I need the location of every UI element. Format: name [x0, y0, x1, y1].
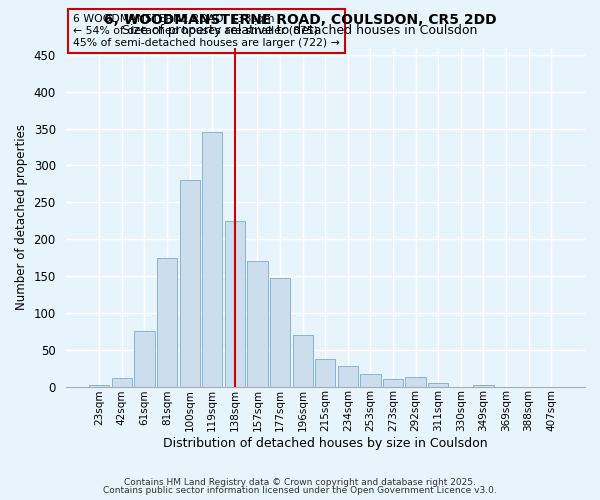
Bar — [89, 385, 109, 386]
Bar — [202, 132, 223, 386]
Text: Contains public sector information licensed under the Open Government Licence v3: Contains public sector information licen… — [103, 486, 497, 495]
Bar — [383, 379, 403, 386]
Text: 6 WOODMANSTERNE ROAD: 138sqm
← 54% of detached houses are smaller (875)
45% of s: 6 WOODMANSTERNE ROAD: 138sqm ← 54% of de… — [73, 14, 340, 48]
Bar — [360, 374, 380, 386]
Bar — [406, 377, 426, 386]
Text: Contains HM Land Registry data © Crown copyright and database right 2025.: Contains HM Land Registry data © Crown c… — [124, 478, 476, 487]
Bar — [315, 360, 335, 386]
Bar — [247, 261, 268, 386]
Y-axis label: Number of detached properties: Number of detached properties — [15, 124, 28, 310]
Bar — [293, 335, 313, 386]
Bar — [112, 378, 132, 386]
Bar — [157, 258, 177, 386]
Bar — [134, 332, 155, 386]
Bar — [270, 278, 290, 386]
Text: 6, WOODMANSTERNE ROAD, COULSDON, CR5 2DD: 6, WOODMANSTERNE ROAD, COULSDON, CR5 2DD — [104, 12, 496, 26]
Bar — [338, 366, 358, 386]
Bar — [179, 180, 200, 386]
Bar — [225, 220, 245, 386]
Bar — [428, 383, 448, 386]
Bar — [473, 385, 494, 386]
Text: Size of property relative to detached houses in Coulsdon: Size of property relative to detached ho… — [122, 24, 478, 37]
X-axis label: Distribution of detached houses by size in Coulsdon: Distribution of detached houses by size … — [163, 437, 488, 450]
